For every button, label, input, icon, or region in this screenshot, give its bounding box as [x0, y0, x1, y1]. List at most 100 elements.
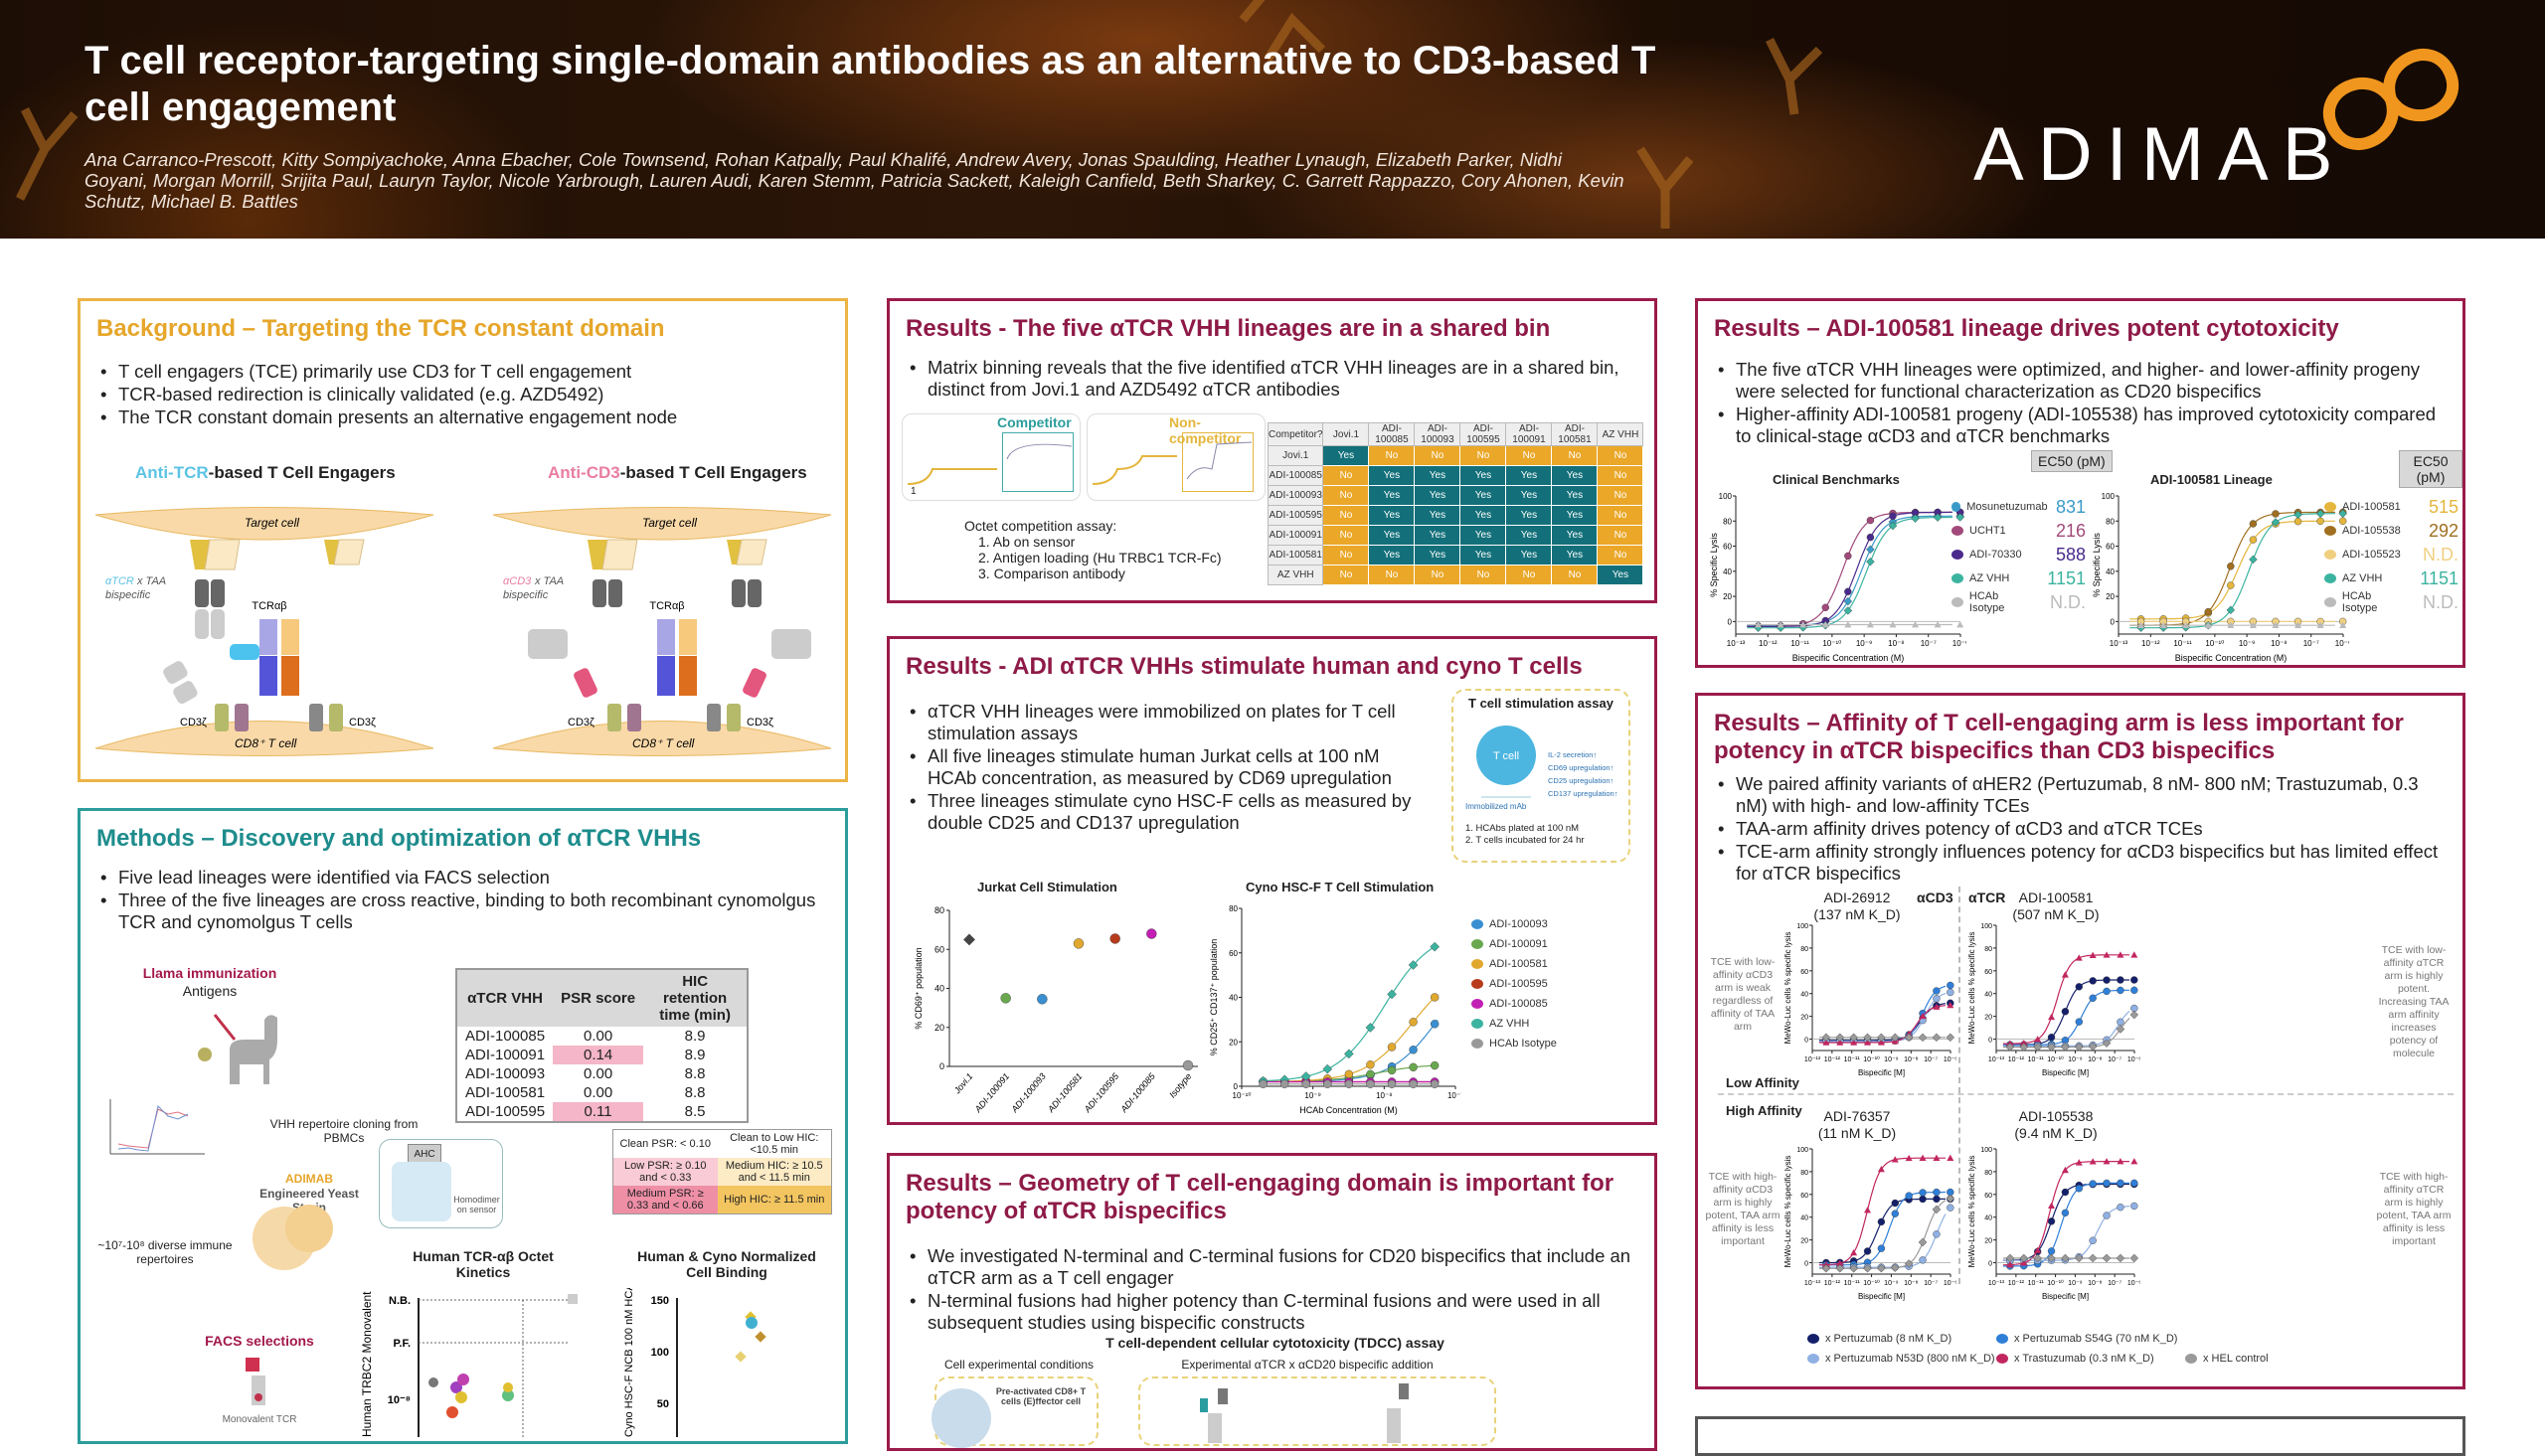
data-point: [1843, 606, 1853, 615]
data-point: [1322, 1063, 1333, 1074]
acd3-label: αCD3: [1917, 890, 1953, 905]
row-header: ADI-100093: [1267, 485, 1324, 506]
data-point: [2061, 1166, 2069, 1174]
cell-conditions-box: Pre-activated CD8+ T cells (E)ffector ce…: [932, 1376, 1099, 1448]
row-header: ADI-100581: [1267, 545, 1324, 566]
data-point: [2117, 1018, 2124, 1026]
high-cd3-chart: 0 20 40 60 80 100 10⁻¹³ 10⁻¹² 10⁻¹¹ 10⁻¹⁰ 10⁻⁹ 10⁻⁸…: [1783, 1147, 1956, 1301]
svg-text:Target cell: Target cell: [642, 516, 697, 530]
data-point: [2061, 1253, 2070, 1263]
matrix-cell: Yes: [1368, 545, 1416, 566]
data-point: [2102, 1253, 2112, 1263]
data-point: [1430, 993, 1440, 1002]
data-point: [1933, 513, 1943, 522]
y-tick-label: 20: [1984, 1238, 1992, 1245]
legend-marker: [1471, 979, 1483, 989]
data-point: [2227, 621, 2235, 628]
data-point: [1109, 933, 1120, 944]
row-header: AZ VHH: [1267, 565, 1324, 585]
legend-marker: [1951, 597, 1963, 607]
y-tick-label: 150: [651, 1295, 669, 1307]
legend-label: x Pertuzumab S54G (70 nM K_D): [2014, 1333, 2178, 1345]
column-header: AZ VHH: [1597, 422, 1644, 446]
data-point: [2227, 581, 2235, 589]
legend-item: ADI-100595: [1471, 974, 1611, 994]
row-header: Jovi.1: [1267, 445, 1324, 466]
data-point: [2047, 1043, 2056, 1052]
x-tick-label: 10⁻¹⁰: [1822, 639, 1841, 648]
stimulation-panel: Results - ADI αTCR VHHs stimulate human …: [887, 636, 1657, 1125]
target-cell-shape: [94, 507, 434, 541]
x-tick-label: 10⁻⁶: [2127, 1280, 2140, 1287]
left-caption: Cell experimental conditions: [943, 1358, 1095, 1372]
matrix-cell: Yes: [1551, 505, 1599, 526]
high-affinity-label: High Affinity: [1726, 1103, 1802, 1118]
y-tick-label: 60: [1800, 1193, 1808, 1200]
y-tick-label: 60: [2106, 543, 2115, 552]
low-cd3-chart: 0 20 40 60 80 100 10⁻¹³ 10⁻¹² 10⁻¹¹ 10⁻¹⁰ 10⁻⁹ 10⁻⁸…: [1783, 923, 1956, 1077]
y-axis-label: Cyno HSC-F NCB 100 nM HCAb: [623, 1288, 635, 1437]
y-tick-label: 20: [1984, 1015, 1992, 1022]
author-list: Ana Carranco-Prescott, Kitty Sompiyachok…: [85, 149, 1624, 212]
data-point: [1387, 1065, 1397, 1075]
data-point: [428, 1377, 438, 1387]
vertical-divider: [1958, 887, 1960, 1284]
lineage-legend: ADI-100581 515 ADI-105538 292 ADI-105523 N.D.…: [2324, 495, 2459, 614]
data-point: [2061, 1043, 2070, 1052]
y-tick-label: 50: [657, 1398, 669, 1410]
section-title: Results – Geometry of T cell-engaging do…: [906, 1170, 1614, 1224]
anti-cd3-diagram: TCRαβ CD3ζ CD3ζ Target cell CD8⁺ T cell …: [492, 507, 832, 756]
svg-text:x TAA: x TAA: [534, 575, 564, 587]
legend-label: Mosunetuzumab: [1966, 501, 2048, 513]
data-point: [2103, 1212, 2111, 1219]
legend-label: ADI-70330: [1969, 549, 2022, 561]
y-axis-label: % Specific Lysis: [2092, 533, 2102, 597]
methods-panel: Methods – Discovery and optimization of …: [78, 808, 848, 1444]
table-row: ADI-100093 0.00 8.8: [465, 1065, 706, 1082]
x-tick-label: 10⁻¹¹: [1844, 1056, 1861, 1063]
data-point: [2117, 976, 2124, 984]
x-tick-label: ADI-100091: [972, 1071, 1011, 1115]
matrix-row: ADI-100085 No Yes Yes Yes Yes Yes No: [1267, 465, 1644, 486]
y-tick-label: 80: [1229, 904, 1238, 913]
geometry-panel: Results – Geometry of T cell-engaging do…: [887, 1153, 1657, 1451]
chart-title: Clinical Benchmarks: [1773, 472, 1900, 487]
matrix-cell: No: [1459, 565, 1507, 585]
legend-label: ADI-100091: [1489, 938, 1548, 950]
bullet: αTCR VHH lineages were immobilized on pl…: [906, 701, 1428, 744]
column-header: ADI-100093: [1414, 422, 1461, 446]
data-point: [1835, 1264, 1845, 1273]
legend-item: ADI-70330 588: [1951, 543, 2086, 566]
data-point: [2249, 520, 2258, 528]
data-point: [2116, 1253, 2125, 1263]
data-point: [1947, 1204, 1954, 1212]
data-point: [1844, 587, 1852, 596]
table-row: ADI-100581 0.00 8.8: [465, 1084, 706, 1101]
legend-label: HCAb Isotype: [2341, 590, 2378, 614]
data-point: [2103, 976, 2111, 984]
legend-item: HCAb Isotype N.D.: [1951, 590, 2086, 614]
bullet: Five lead lineages were identified via F…: [96, 867, 832, 889]
ec50-value: 292: [2428, 520, 2459, 541]
legend-label: ADI-105523: [2342, 549, 2401, 561]
y-tick-label: 40: [1800, 992, 1808, 999]
data-point: [2316, 517, 2324, 526]
affinity-legend: x Pertuzumab (8 nM K_D) x Pertuzumab S54G…: [1807, 1329, 2304, 1369]
matrix-cell: No: [1322, 545, 1370, 566]
data-point: [2006, 1261, 2014, 1268]
legend-marker: [2324, 526, 2336, 536]
data-point: [1889, 621, 1897, 628]
data-point: [2339, 621, 2347, 628]
legend-marker: [1471, 1019, 1483, 1029]
data-point: [1866, 621, 1874, 628]
matrix-cell: No: [1597, 505, 1644, 526]
data-point: [1947, 1001, 1954, 1009]
data-point: [1430, 941, 1440, 952]
data-point: [1933, 1230, 1941, 1238]
data-point: [2102, 1039, 2112, 1048]
data-point: [2089, 951, 2097, 958]
x-tick-label: 10⁻¹³: [1804, 1280, 1821, 1287]
svg-text:αCD3: αCD3: [503, 575, 532, 587]
data-point: [1933, 1188, 1941, 1197]
